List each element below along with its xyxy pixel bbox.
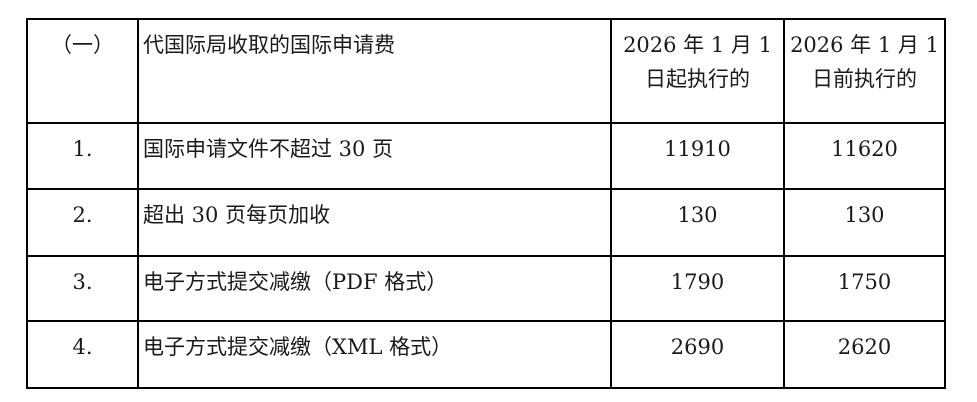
row-item: 国际申请文件不超过 30 页 xyxy=(137,122,612,190)
header-fee-category: 代国际局收取的国际申请费 xyxy=(137,18,612,124)
table-row: 4. 电子方式提交减缴（XML 格式） 2690 2620 xyxy=(26,320,946,389)
row-item: 电子方式提交减缴（XML 格式） xyxy=(137,320,612,389)
row-new-fee: 1790 xyxy=(610,255,785,322)
row-new-fee: 130 xyxy=(610,188,785,257)
fee-table: （一） 代国际局收取的国际申请费 2026 年 1 月 1 日起执行的 2026… xyxy=(26,18,946,389)
row-index: 3. xyxy=(26,255,139,322)
row-new-fee: 11910 xyxy=(610,122,785,190)
row-old-fee: 130 xyxy=(783,188,946,257)
header-old-fee: 2026 年 1 月 1 日前执行的 xyxy=(783,18,946,124)
row-old-fee: 1750 xyxy=(783,255,946,322)
table-row: 3. 电子方式提交减缴（PDF 格式） 1790 1750 xyxy=(26,255,946,322)
row-index: 1. xyxy=(26,122,139,190)
table-header-row: （一） 代国际局收取的国际申请费 2026 年 1 月 1 日起执行的 2026… xyxy=(26,18,946,124)
table-row: 1. 国际申请文件不超过 30 页 11910 11620 xyxy=(26,122,946,190)
row-index: 2. xyxy=(26,188,139,257)
row-old-fee: 2620 xyxy=(783,320,946,389)
row-item: 电子方式提交减缴（PDF 格式） xyxy=(137,255,612,322)
header-new-fee: 2026 年 1 月 1 日起执行的 xyxy=(610,18,785,124)
table-row: 2. 超出 30 页每页加收 130 130 xyxy=(26,188,946,257)
row-new-fee: 2690 xyxy=(610,320,785,389)
header-section-index: （一） xyxy=(26,18,139,124)
row-index: 4. xyxy=(26,320,139,389)
row-item: 超出 30 页每页加收 xyxy=(137,188,612,257)
row-old-fee: 11620 xyxy=(783,122,946,190)
